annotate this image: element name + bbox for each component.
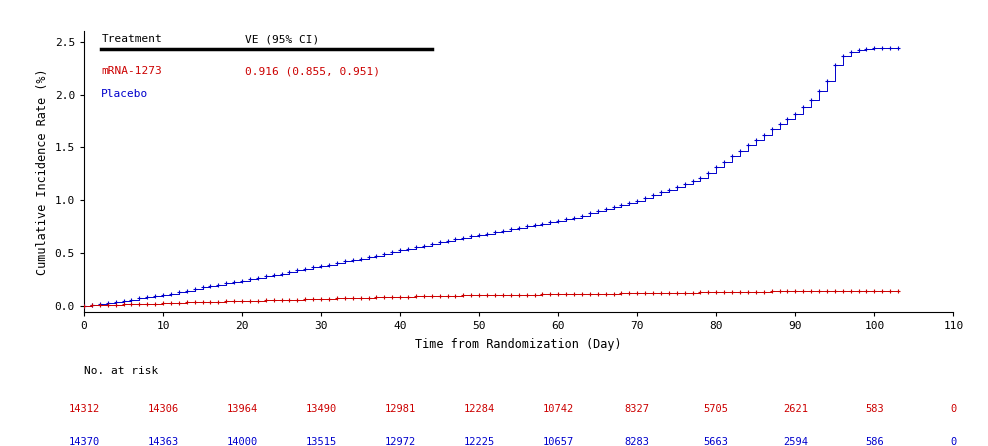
Text: 2621: 2621 xyxy=(782,404,808,414)
Text: 10742: 10742 xyxy=(542,404,574,414)
Text: VE (95% CI): VE (95% CI) xyxy=(245,34,319,44)
Text: 13964: 13964 xyxy=(226,404,258,414)
Text: Treatment: Treatment xyxy=(102,34,162,44)
Text: 583: 583 xyxy=(865,404,883,414)
Text: 5663: 5663 xyxy=(703,437,729,446)
Text: 13490: 13490 xyxy=(305,404,337,414)
Text: 14370: 14370 xyxy=(68,437,100,446)
Text: 12981: 12981 xyxy=(384,404,416,414)
Text: Placebo: Placebo xyxy=(102,89,148,99)
Text: 12225: 12225 xyxy=(463,437,495,446)
Text: 14363: 14363 xyxy=(147,437,179,446)
Text: 12284: 12284 xyxy=(463,404,495,414)
Text: 14312: 14312 xyxy=(68,404,100,414)
Text: 0: 0 xyxy=(950,437,956,446)
Y-axis label: Cumulative Incidence Rate (%): Cumulative Incidence Rate (%) xyxy=(37,68,49,275)
Text: 14000: 14000 xyxy=(226,437,258,446)
Text: 14306: 14306 xyxy=(147,404,179,414)
Text: No. at risk: No. at risk xyxy=(84,366,158,376)
Text: 0.916 (0.855, 0.951): 0.916 (0.855, 0.951) xyxy=(245,66,379,76)
Text: 0: 0 xyxy=(950,404,956,414)
X-axis label: Time from Randomization (Day): Time from Randomization (Day) xyxy=(415,338,622,351)
Text: 2594: 2594 xyxy=(782,437,808,446)
Text: 8283: 8283 xyxy=(624,437,650,446)
Text: 8327: 8327 xyxy=(624,404,650,414)
Text: mRNA-1273: mRNA-1273 xyxy=(102,66,162,76)
Text: 12972: 12972 xyxy=(384,437,416,446)
Text: 586: 586 xyxy=(865,437,883,446)
Text: 10657: 10657 xyxy=(542,437,574,446)
Text: 5705: 5705 xyxy=(703,404,729,414)
Text: 13515: 13515 xyxy=(305,437,337,446)
